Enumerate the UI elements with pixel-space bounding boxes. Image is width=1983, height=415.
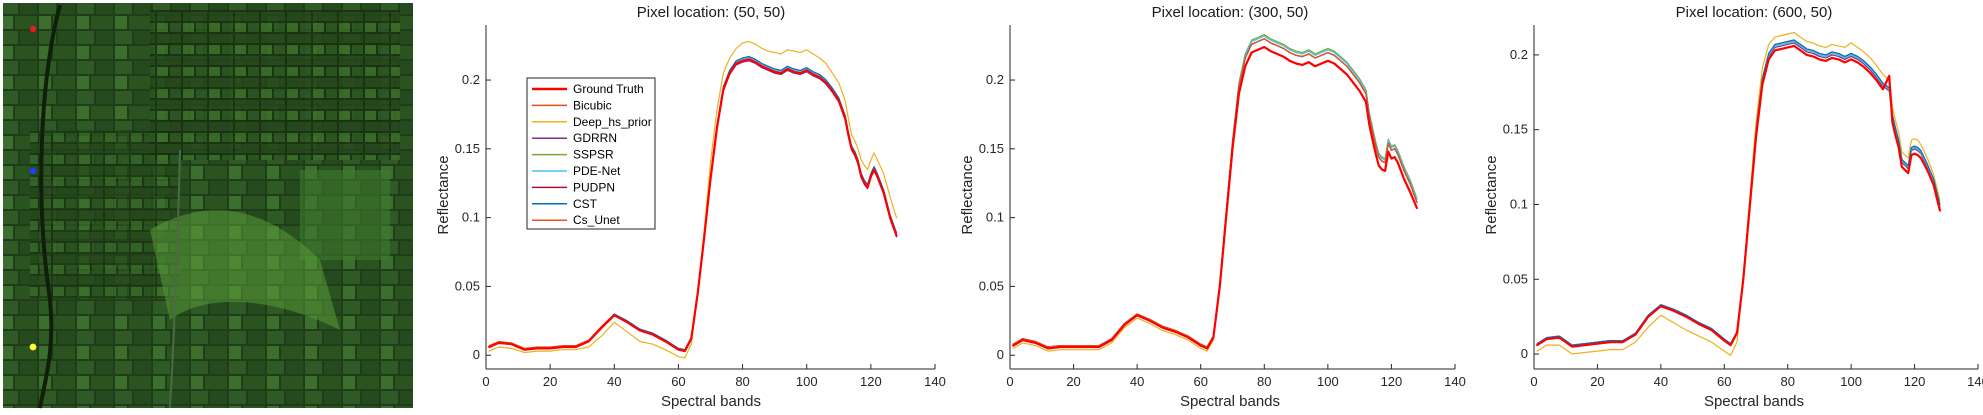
y-tick-label: 0.15 — [1503, 122, 1528, 137]
series-line-ground-truth — [488, 58, 898, 353]
legend: Ground Truth Bicubic Deep_hs_prior GDRRN SSP… — [526, 77, 656, 230]
series-line-ground-truth — [1536, 44, 1942, 348]
x-tick-label: 20 — [1066, 374, 1080, 389]
thumbnail-road — [169, 149, 181, 409]
y-tick-label: 0.1 — [986, 210, 1004, 225]
x-tick-label: 40 — [1654, 374, 1668, 389]
chart-title: Pixel location: (50, 50) — [637, 4, 785, 21]
x-tick-label: 120 — [860, 374, 882, 389]
x-tick-label: 40 — [1130, 374, 1144, 389]
legend-label-pde-net: PDE-Net — [573, 164, 621, 178]
x-tick-label: 20 — [543, 374, 557, 389]
series-line-sspsr — [1536, 40, 1941, 346]
legend-label-cst: CST — [573, 197, 598, 211]
series-line-pde-net — [1012, 35, 1418, 348]
legend-label-gdrrn: GDRRN — [573, 131, 617, 145]
y-tick-label: 0.05 — [455, 278, 480, 293]
marker-blue-dot — [29, 167, 37, 175]
thumbnail-village-area — [30, 130, 180, 300]
x-tick-label: 80 — [1780, 374, 1794, 389]
chart-title: Pixel location: (600, 50) — [1676, 4, 1833, 21]
x-tick-label: 80 — [1257, 374, 1271, 389]
y-tick-label: 0.2 — [462, 72, 480, 87]
x-tick-label: 100 — [1840, 374, 1862, 389]
y-tick-label: 0.1 — [462, 210, 480, 225]
x-tick-label: 60 — [1717, 374, 1731, 389]
y-axis-label: Reflectance — [959, 155, 976, 234]
legend-label-sspsr: SSPSR — [573, 148, 614, 162]
series-line-cs-unet — [1536, 45, 1941, 348]
y-tick-label: 0.2 — [1510, 47, 1528, 62]
y-tick-label: 0.15 — [455, 141, 480, 156]
legend-label-deep-hs-prior: Deep_hs_prior — [573, 115, 652, 129]
x-tick-label: 140 — [924, 374, 946, 389]
x-tick-label: 100 — [1317, 374, 1339, 389]
x-tick-label: 100 — [796, 374, 818, 389]
x-tick-label: 60 — [671, 374, 685, 389]
marker-yellow-dot — [29, 343, 37, 351]
thumbnail-green-block — [300, 170, 390, 260]
thumbnail-golf-course — [150, 210, 340, 330]
y-tick-label: 0.1 — [1510, 196, 1528, 211]
x-tick-label: 140 — [1444, 374, 1466, 389]
x-tick-label: 0 — [482, 374, 489, 389]
series-line-deep-hs-prior — [1012, 35, 1418, 352]
x-tick-label: 80 — [735, 374, 749, 389]
x-axis-label: Spectral bands — [1180, 393, 1280, 410]
x-tick-label: 40 — [607, 374, 621, 389]
x-tick-label: 20 — [1590, 374, 1604, 389]
y-tick-label: 0.2 — [986, 72, 1004, 87]
chart-panel-3: Pixel location: (600, 50) Spectral bands… — [1483, 4, 1983, 410]
x-tick-label: 0 — [1530, 374, 1537, 389]
axis-ticks: 0 20 40 60 80 100 120 140 0 0.05 0.1 0.15 0.2 — [979, 25, 1466, 389]
y-tick-label: 0 — [473, 347, 480, 362]
series-line-pudpn — [1536, 45, 1941, 348]
series-line-ground-truth — [1012, 45, 1419, 350]
series-line-gdrrn — [1536, 42, 1941, 348]
y-axis-label: Reflectance — [1483, 155, 1500, 234]
y-tick-label: 0.05 — [1503, 271, 1528, 286]
x-tick-label: 120 — [1381, 374, 1403, 389]
series-line-pde-net — [1536, 40, 1941, 346]
series-line-cs-unet — [1012, 38, 1418, 348]
y-axis-label: Reflectance — [435, 155, 452, 234]
series-line-deep-hs-prior — [1536, 31, 1941, 357]
legend-label-pudpn: PUDPN — [573, 180, 615, 194]
legend-items: Ground Truth Bicubic Deep_hs_prior GDRRN SSP… — [532, 82, 652, 227]
y-tick-label: 0 — [997, 347, 1004, 362]
x-tick-label: 60 — [1193, 374, 1207, 389]
chart-title: Pixel location: (300, 50) — [1152, 4, 1309, 21]
scene-thumbnail — [3, 3, 413, 409]
series-lines — [488, 40, 898, 359]
series-line-deep-hs-prior — [488, 40, 898, 359]
chart-panel-2: Pixel location: (300, 50) Spectral bands… — [959, 4, 1466, 410]
series-lines — [1536, 31, 1942, 357]
y-tick-label: 0.15 — [979, 141, 1004, 156]
y-tick-label: 0 — [1521, 346, 1528, 361]
chart-panel-1: Pixel location: (50, 50) Spectral bands … — [435, 4, 946, 410]
legend-label-cs-unet: Cs_Unet — [573, 213, 620, 227]
series-lines — [1012, 33, 1419, 352]
legend-label-bicubic: Bicubic — [573, 98, 612, 112]
axis-ticks: 0 20 40 60 80 100 120 140 0 0.05 0.1 0.15 0.2 — [455, 25, 946, 389]
x-axis-label: Spectral bands — [1704, 393, 1804, 410]
legend-label-ground-truth: Ground Truth — [573, 82, 644, 96]
axis-ticks: 0 20 40 60 80 100 120 140 0 0.05 0.1 0.15 0.2 — [1503, 25, 1983, 389]
x-tick-label: 120 — [1904, 374, 1926, 389]
y-tick-label: 0.05 — [979, 278, 1004, 293]
marker-red-dot — [29, 25, 37, 33]
thumbnail-urban-area — [150, 10, 400, 160]
x-tick-label: 0 — [1006, 374, 1013, 389]
thumbnail-river — [38, 4, 62, 409]
series-line-sspsr — [1012, 33, 1418, 348]
x-tick-label: 140 — [1967, 374, 1983, 389]
x-axis-label: Spectral bands — [661, 393, 761, 410]
series-line-cst — [1536, 39, 1941, 346]
